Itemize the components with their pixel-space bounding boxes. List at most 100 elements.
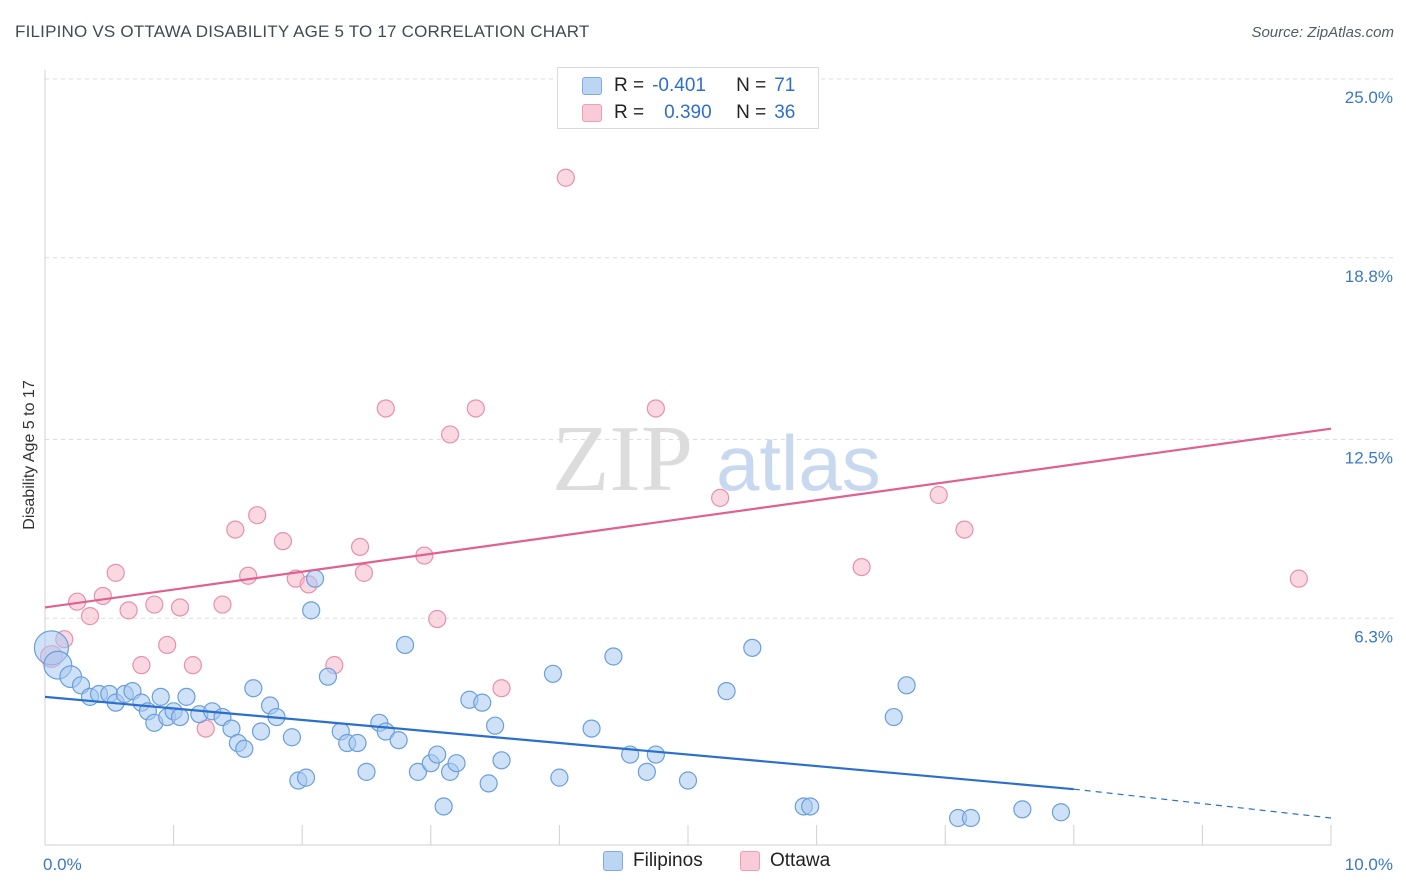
trend-lines bbox=[44, 427, 1332, 819]
point-ottawa bbox=[428, 609, 447, 629]
trend-line-filipinos-extension bbox=[1073, 788, 1332, 819]
point-filipinos bbox=[389, 731, 408, 750]
legend-n-value: 36 bbox=[774, 102, 796, 123]
point-filipinos bbox=[428, 745, 447, 764]
y-tick-label: 12.5% bbox=[1345, 449, 1393, 468]
legend-row-ottawa: R = 0.390 N = 36 bbox=[582, 101, 795, 125]
point-ottawa bbox=[440, 425, 460, 444]
legend-label-filipinos: Filipinos bbox=[633, 850, 703, 871]
point-filipinos bbox=[348, 733, 367, 753]
y-tick-label: 18.8% bbox=[1345, 267, 1393, 286]
point-ottawa bbox=[492, 679, 511, 698]
legend-item-ottawa: Ottawa bbox=[740, 850, 830, 872]
point-ottawa bbox=[273, 532, 293, 551]
y-axis-label: Disability Age 5 to 17 bbox=[21, 380, 38, 530]
legend-item-filipinos: Filipinos bbox=[603, 850, 703, 872]
point-ottawa bbox=[93, 586, 112, 606]
grid-lines bbox=[45, 78, 1395, 619]
point-filipinos bbox=[801, 797, 820, 816]
point-filipinos bbox=[151, 687, 170, 706]
point-filipinos bbox=[305, 569, 325, 588]
point-filipinos bbox=[251, 722, 271, 741]
point-ottawa bbox=[213, 595, 232, 614]
series-legend: Filipinos Ottawa bbox=[0, 850, 1406, 880]
point-filipinos bbox=[678, 771, 698, 790]
correlation-legend: R = -0.401 N = 71 R = 0.390 N = 36 bbox=[557, 67, 819, 129]
point-filipinos bbox=[717, 682, 736, 701]
point-filipinos bbox=[318, 667, 338, 686]
point-filipinos bbox=[479, 774, 498, 793]
legend-swatch-pink bbox=[582, 104, 602, 122]
point-filipinos bbox=[235, 739, 254, 758]
point-filipinos bbox=[296, 768, 316, 787]
watermark-zip: ZIP bbox=[552, 407, 693, 511]
point-ottawa bbox=[1289, 569, 1308, 588]
watermark: ZIP atlas bbox=[552, 407, 881, 511]
point-ottawa bbox=[239, 566, 258, 585]
axes bbox=[44, 70, 1332, 846]
point-ottawa bbox=[80, 607, 100, 626]
point-ottawa bbox=[711, 488, 730, 507]
point-filipinos bbox=[550, 768, 569, 787]
point-filipinos bbox=[177, 687, 196, 706]
legend-r-value: -0.401 bbox=[652, 75, 706, 96]
point-filipinos bbox=[646, 745, 665, 764]
point-filipinos bbox=[447, 754, 466, 773]
point-filipinos bbox=[1051, 803, 1071, 822]
source-credit: Source: ZipAtlas.com bbox=[1251, 24, 1394, 41]
point-filipinos bbox=[302, 601, 321, 620]
point-filipinos bbox=[486, 716, 505, 735]
legend-n-value: 71 bbox=[774, 75, 796, 96]
point-filipinos bbox=[473, 693, 492, 712]
watermark-atlas: atlas bbox=[716, 419, 881, 507]
legend-label-ottawa: Ottawa bbox=[770, 850, 831, 871]
point-filipinos bbox=[357, 762, 376, 781]
point-filipinos bbox=[492, 751, 511, 770]
point-ottawa bbox=[145, 595, 164, 614]
x-tick-label: 10.0% bbox=[1345, 855, 1393, 874]
point-ottawa bbox=[466, 399, 485, 418]
point-ottawa bbox=[119, 601, 138, 620]
point-filipinos bbox=[434, 797, 453, 816]
point-ottawa bbox=[929, 485, 948, 505]
legend-r-value: 0.390 bbox=[664, 102, 712, 123]
legend-r-label: R = bbox=[614, 75, 645, 96]
point-filipinos bbox=[244, 679, 263, 698]
point-ottawa bbox=[556, 168, 575, 187]
point-ottawa bbox=[132, 656, 151, 675]
point-filipinos bbox=[961, 808, 981, 828]
point-filipinos bbox=[582, 719, 601, 738]
point-filipinos bbox=[637, 762, 656, 781]
point-ottawa bbox=[955, 520, 974, 539]
point-filipinos bbox=[282, 728, 302, 747]
x-tick-label: 0.0% bbox=[43, 855, 82, 874]
legend-n-label: N = bbox=[736, 75, 767, 96]
point-ottawa bbox=[248, 506, 267, 525]
point-filipinos bbox=[543, 664, 563, 683]
point-ottawa bbox=[646, 399, 665, 418]
chart-title: FILIPINO VS OTTAWA DISABILITY AGE 5 TO 1… bbox=[15, 22, 590, 41]
point-ottawa bbox=[170, 598, 190, 617]
point-filipinos bbox=[170, 707, 190, 727]
legend-swatch-filipinos bbox=[603, 851, 623, 871]
legend-r-label: R = bbox=[614, 102, 645, 123]
point-ottawa bbox=[226, 520, 245, 539]
point-ottawa bbox=[106, 563, 125, 582]
trend-line-filipinos bbox=[44, 695, 1074, 791]
point-ottawa bbox=[376, 399, 395, 418]
point-ottawa bbox=[183, 656, 202, 675]
point-filipinos bbox=[1013, 800, 1032, 819]
legend-swatch-blue bbox=[582, 77, 602, 95]
point-filipinos bbox=[897, 676, 916, 695]
point-ottawa bbox=[354, 563, 374, 582]
point-filipinos bbox=[884, 707, 903, 727]
point-filipinos bbox=[604, 647, 623, 666]
point-ottawa bbox=[158, 635, 177, 655]
point-ottawa bbox=[852, 557, 871, 577]
point-filipinos bbox=[395, 635, 415, 655]
y-tick-label: 25.0% bbox=[1345, 88, 1393, 107]
trend-line-ottawa bbox=[44, 427, 1332, 609]
point-filipinos bbox=[408, 762, 428, 781]
point-ottawa bbox=[350, 537, 370, 557]
